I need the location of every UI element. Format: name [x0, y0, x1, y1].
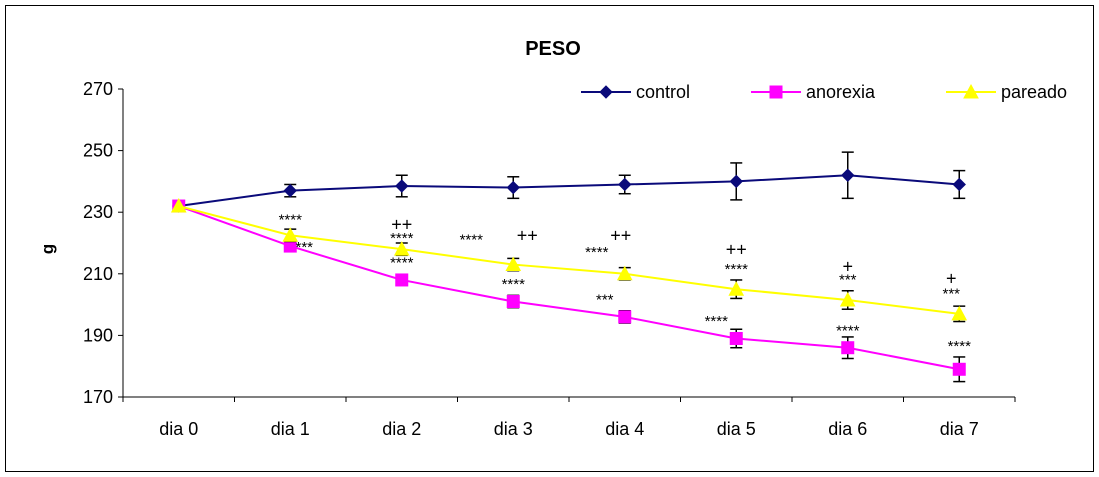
data-point [963, 83, 979, 99]
legend-entry-pareado: pareado [946, 82, 1067, 102]
significance-label: **** [390, 230, 414, 247]
significance-label: **** [279, 212, 303, 229]
series-layer [170, 151, 968, 383]
data-point [618, 177, 632, 192]
y-tick-label: 230 [83, 202, 113, 222]
data-point [283, 183, 297, 198]
x-tick-label: dia 7 [940, 419, 979, 439]
data-point [618, 310, 632, 324]
series-pareado [170, 197, 968, 323]
data-point [729, 174, 743, 189]
data-point [282, 227, 299, 242]
legend-entry-anorexia: anorexia [751, 82, 876, 102]
significance-label: **** [948, 338, 972, 355]
data-point [769, 85, 783, 99]
data-point [393, 241, 410, 256]
legend-label: control [636, 82, 690, 102]
data-point [616, 265, 633, 281]
data-point [951, 305, 968, 321]
data-point [506, 295, 520, 309]
x-tick-label: dia 5 [717, 419, 756, 439]
data-point [728, 281, 745, 296]
chart-title: PESO [525, 38, 581, 60]
y-tick-label: 190 [83, 325, 113, 345]
significance-label: *** [295, 239, 313, 256]
significance-label: *** [839, 272, 857, 289]
legend-entry-control: control [581, 82, 690, 102]
significance-label: *** [942, 285, 960, 302]
data-point [841, 168, 855, 182]
significance-label: *** [596, 292, 614, 309]
significance-label: **** [390, 255, 414, 272]
data-point [729, 331, 743, 345]
x-tick-label: dia 4 [605, 419, 644, 439]
series-line [178, 205, 960, 315]
significance-label: **** [725, 261, 749, 278]
significance-label: ++ [391, 215, 412, 235]
annotation-layer: *******++************ ++********++***++**… [279, 212, 972, 355]
data-point [170, 197, 187, 213]
legend-label: pareado [1001, 82, 1067, 102]
series-control [172, 151, 966, 213]
data-point [395, 179, 409, 193]
data-point [599, 85, 613, 99]
data-point [506, 180, 520, 195]
significance-label: **** [705, 313, 729, 330]
y-tick-label: 210 [83, 264, 113, 284]
legend-label: anorexia [806, 82, 876, 102]
data-point [395, 273, 409, 287]
y-tick-label: 250 [83, 141, 113, 161]
line-chart: PESO g 170 190 210 230 250 270 dia 0 dia 1 dia 2… [38, 38, 1067, 439]
y-tick-label: 170 [83, 387, 113, 407]
series-line [178, 205, 960, 371]
y-axis-label: g [38, 244, 57, 254]
significance-label: **** [502, 276, 526, 293]
significance-label: + [842, 256, 853, 276]
significance-label: **** [836, 322, 860, 339]
x-tick-label: dia 1 [271, 419, 310, 439]
chart-frame: PESO g 170 190 210 230 250 270 dia 0 dia 1 dia 2… [5, 5, 1094, 472]
significance-label: **** [460, 232, 484, 249]
significance-label: ++ [726, 239, 747, 259]
legend: control anorexia pareado [581, 82, 1067, 102]
significance-label: + [946, 269, 957, 289]
data-point [952, 177, 966, 192]
axes: 170 190 210 230 250 270 dia 0 dia 1 dia 2 dia 3 di… [83, 79, 1016, 439]
significance-label: ++ [517, 225, 538, 245]
significance-label: ++ [610, 225, 631, 245]
x-tick-label: dia 6 [828, 419, 867, 439]
significance-label: **** [585, 244, 609, 261]
x-tick-label: dia 0 [159, 419, 198, 439]
data-point [952, 362, 966, 376]
data-point [839, 291, 856, 307]
x-tick-label: dia 2 [382, 419, 421, 439]
y-tick-label: 270 [83, 79, 113, 99]
data-point [841, 341, 855, 355]
x-tick-label: dia 3 [494, 419, 533, 439]
data-point [505, 256, 522, 272]
series-line [178, 174, 960, 208]
